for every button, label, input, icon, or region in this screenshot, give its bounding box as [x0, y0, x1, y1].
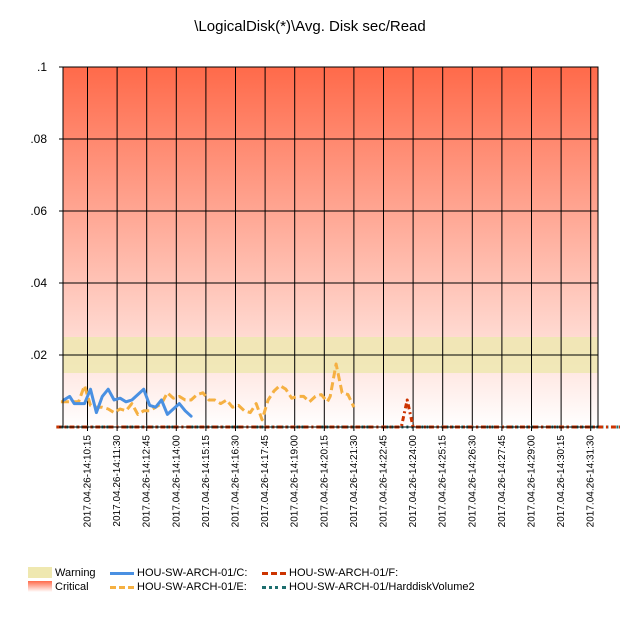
legend-line-series-c — [110, 572, 134, 575]
legend-line-series-f — [262, 572, 286, 575]
series-line-1 — [60, 362, 356, 422]
ytick-label: .08 — [30, 132, 47, 146]
series-line-0 — [62, 387, 193, 418]
xtick-label: 2017.04.26-14:10:15 — [83, 435, 94, 528]
xtick-label: 2017.04.26-14:17:45 — [260, 435, 271, 528]
xtick-label: 2017.04.26-14:15:15 — [201, 435, 212, 528]
xtick-label: 2017.04.26-14:29:00 — [527, 435, 538, 528]
ytick-label: .04 — [30, 276, 47, 290]
xtick-label: 2017.04.26-14:25:15 — [438, 435, 449, 528]
ytick-label: .02 — [30, 348, 47, 362]
xtick-label: 2017.04.26-14:27:45 — [497, 435, 508, 528]
ytick-label: .06 — [30, 204, 47, 218]
xtick-label: 2017.04.26-14:30:15 — [556, 435, 567, 528]
legend-label-critical: Critical — [55, 581, 89, 593]
chart-title: \LogicalDisk(*)\Avg. Disk sec/Read — [194, 18, 426, 35]
legend-label-series-c: HOU-SW-ARCH-01/C: — [137, 567, 248, 579]
xtick-label: 2017.04.26-14:31:30 — [586, 435, 597, 528]
xtick-label: 2017.04.26-14:19:00 — [290, 435, 301, 528]
legend-label-series-harddiskvolume2: HOU-SW-ARCH-01/HarddiskVolume2 — [289, 581, 475, 593]
ytick-label: .1 — [37, 60, 47, 74]
legend-swatch-warning — [28, 567, 52, 578]
xtick-label: 2017.04.26-14:11:30 — [112, 435, 123, 527]
xtick-label: 2017.04.26-14:20:15 — [319, 435, 330, 528]
legend-line-series-harddiskvolume2 — [262, 586, 286, 589]
legend-label-warning: Warning — [55, 567, 96, 579]
legend-label-series-f: HOU-SW-ARCH-01/F: — [289, 567, 399, 579]
xtick-label: 2017.04.26-14:14:00 — [171, 435, 182, 528]
xtick-label: 2017.04.26-14:12:45 — [142, 435, 153, 528]
legend-swatch-critical — [28, 581, 52, 592]
legend-line-series-e — [110, 586, 134, 589]
xtick-label: 2017.04.26-14:24:00 — [408, 435, 419, 528]
plot-frame — [62, 66, 599, 428]
xtick-label: 2017.04.26-14:16:30 — [231, 435, 242, 528]
legend-label-series-e: HOU-SW-ARCH-01/E: — [137, 581, 247, 593]
xtick-label: 2017.04.26-14:21:30 — [349, 435, 360, 528]
xtick-label: 2017.04.26-14:22:45 — [379, 435, 390, 528]
xtick-label: 2017.04.26-14:26:30 — [467, 435, 478, 528]
